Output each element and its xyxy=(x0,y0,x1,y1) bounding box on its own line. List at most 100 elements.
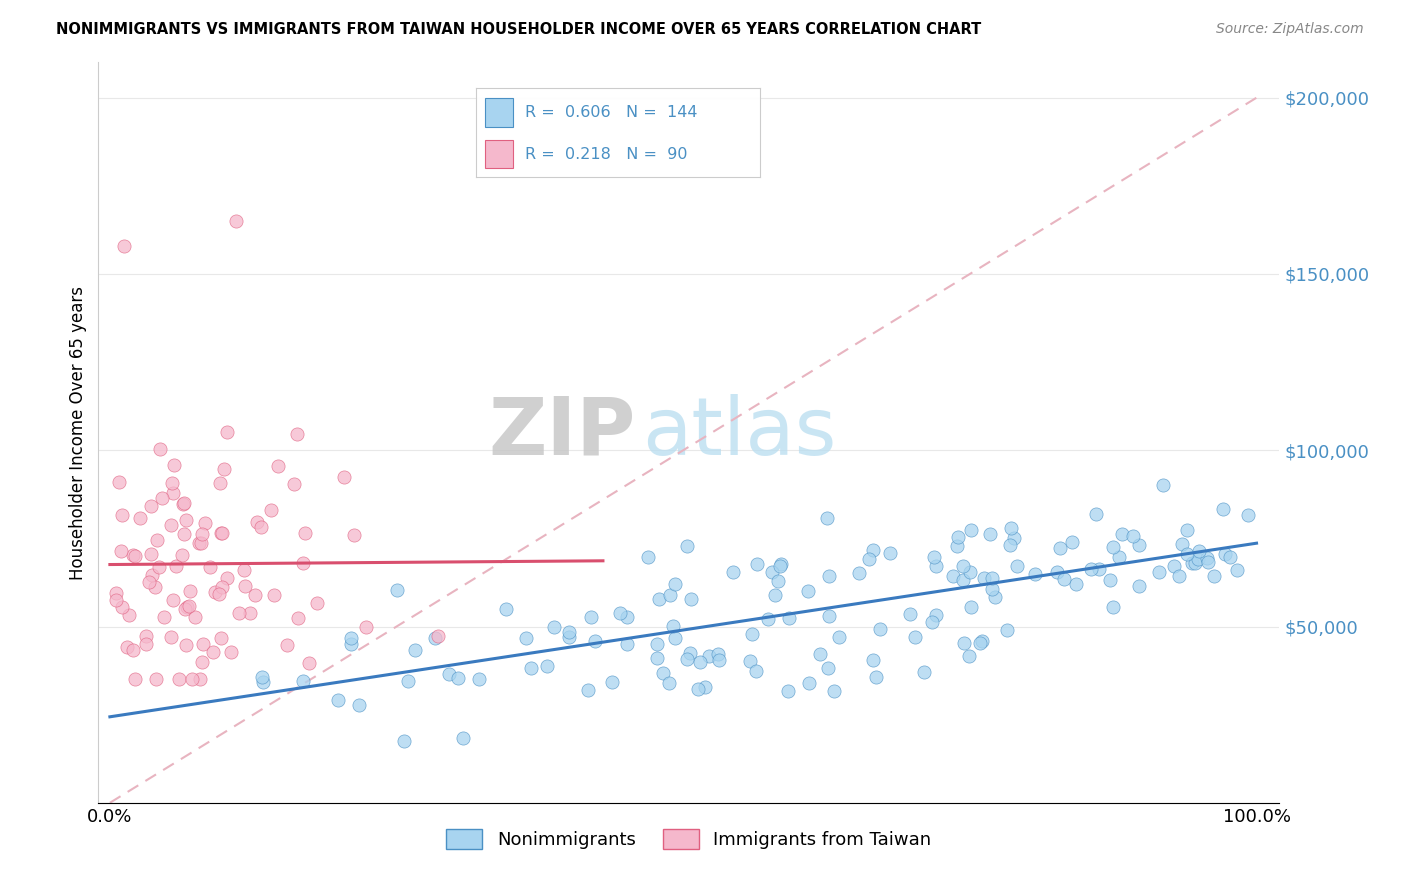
Point xyxy=(1152,477,1174,491)
Point xyxy=(1170,537,1192,551)
Point xyxy=(343,528,366,542)
Point xyxy=(243,588,266,602)
Point xyxy=(745,664,768,678)
Point xyxy=(952,558,974,573)
Point xyxy=(1005,558,1028,573)
Point xyxy=(263,588,285,602)
Point xyxy=(1212,501,1234,516)
Point xyxy=(292,556,315,570)
Point xyxy=(1049,541,1071,555)
Point xyxy=(925,559,948,574)
Point xyxy=(676,539,699,553)
Point xyxy=(283,476,305,491)
Point xyxy=(124,549,146,564)
Point xyxy=(515,631,537,645)
Point xyxy=(307,596,329,610)
Point xyxy=(177,599,200,613)
Point xyxy=(912,665,935,679)
Point xyxy=(398,673,420,688)
Point xyxy=(1197,550,1219,565)
Point xyxy=(202,645,225,659)
Point xyxy=(1187,552,1209,566)
Point xyxy=(952,636,974,650)
Point xyxy=(117,608,139,623)
Point xyxy=(1219,549,1241,564)
Point xyxy=(1188,544,1211,558)
Point xyxy=(946,530,969,544)
Point xyxy=(159,630,181,644)
Point xyxy=(652,666,675,681)
Point xyxy=(689,655,711,669)
Point xyxy=(181,673,204,687)
Point xyxy=(211,580,233,594)
Point xyxy=(756,611,779,625)
Point xyxy=(1175,523,1198,537)
Point xyxy=(869,622,891,636)
Point xyxy=(173,496,195,510)
Point xyxy=(179,584,201,599)
Point xyxy=(980,582,1002,597)
Point xyxy=(745,557,768,571)
Point xyxy=(676,651,699,665)
Point xyxy=(111,600,134,615)
Point xyxy=(960,600,983,615)
Point xyxy=(616,610,638,624)
Point xyxy=(163,458,186,472)
Point xyxy=(252,674,274,689)
Point xyxy=(678,646,700,660)
Point xyxy=(260,503,283,517)
Point xyxy=(392,734,415,748)
Point xyxy=(900,607,922,621)
Point xyxy=(1204,569,1226,583)
Point xyxy=(104,592,127,607)
Point xyxy=(141,568,163,582)
Point xyxy=(208,475,231,490)
Text: Source: ZipAtlas.com: Source: ZipAtlas.com xyxy=(1216,22,1364,37)
Point xyxy=(921,615,943,629)
Point xyxy=(862,543,884,558)
Point xyxy=(707,647,730,661)
Point xyxy=(776,684,799,698)
Point xyxy=(190,536,212,550)
Point xyxy=(276,638,298,652)
Point xyxy=(879,546,901,560)
Point xyxy=(162,592,184,607)
Point xyxy=(160,518,183,533)
Point xyxy=(766,574,789,588)
Point xyxy=(235,579,257,593)
Point xyxy=(208,587,231,601)
Legend: Nonimmigrants, Immigrants from Taiwan: Nonimmigrants, Immigrants from Taiwan xyxy=(439,822,939,856)
Point xyxy=(818,608,841,623)
Point xyxy=(815,510,838,524)
Point xyxy=(115,640,138,654)
Point xyxy=(973,571,995,585)
Point xyxy=(1053,572,1076,586)
Point xyxy=(1024,567,1046,582)
Point xyxy=(984,590,1007,604)
Point xyxy=(211,632,233,646)
Point xyxy=(769,558,792,573)
Point xyxy=(658,588,681,602)
Point xyxy=(173,527,195,541)
Y-axis label: Householder Income Over 65 years: Householder Income Over 65 years xyxy=(69,285,87,580)
Point xyxy=(138,574,160,589)
Point xyxy=(583,633,606,648)
Point xyxy=(1102,540,1125,554)
Point xyxy=(969,636,991,650)
Point xyxy=(1184,556,1206,570)
Point xyxy=(952,573,974,587)
Point xyxy=(664,631,686,645)
Point xyxy=(980,571,1002,585)
Point xyxy=(959,524,981,538)
Point xyxy=(150,491,173,505)
Point xyxy=(198,559,221,574)
Point xyxy=(1225,563,1247,577)
Point xyxy=(267,459,290,474)
Point xyxy=(858,552,880,566)
Point xyxy=(957,649,980,664)
Point xyxy=(121,643,143,657)
Point xyxy=(124,673,146,687)
Point xyxy=(519,660,541,674)
Point xyxy=(225,214,247,228)
Point xyxy=(1128,538,1150,552)
